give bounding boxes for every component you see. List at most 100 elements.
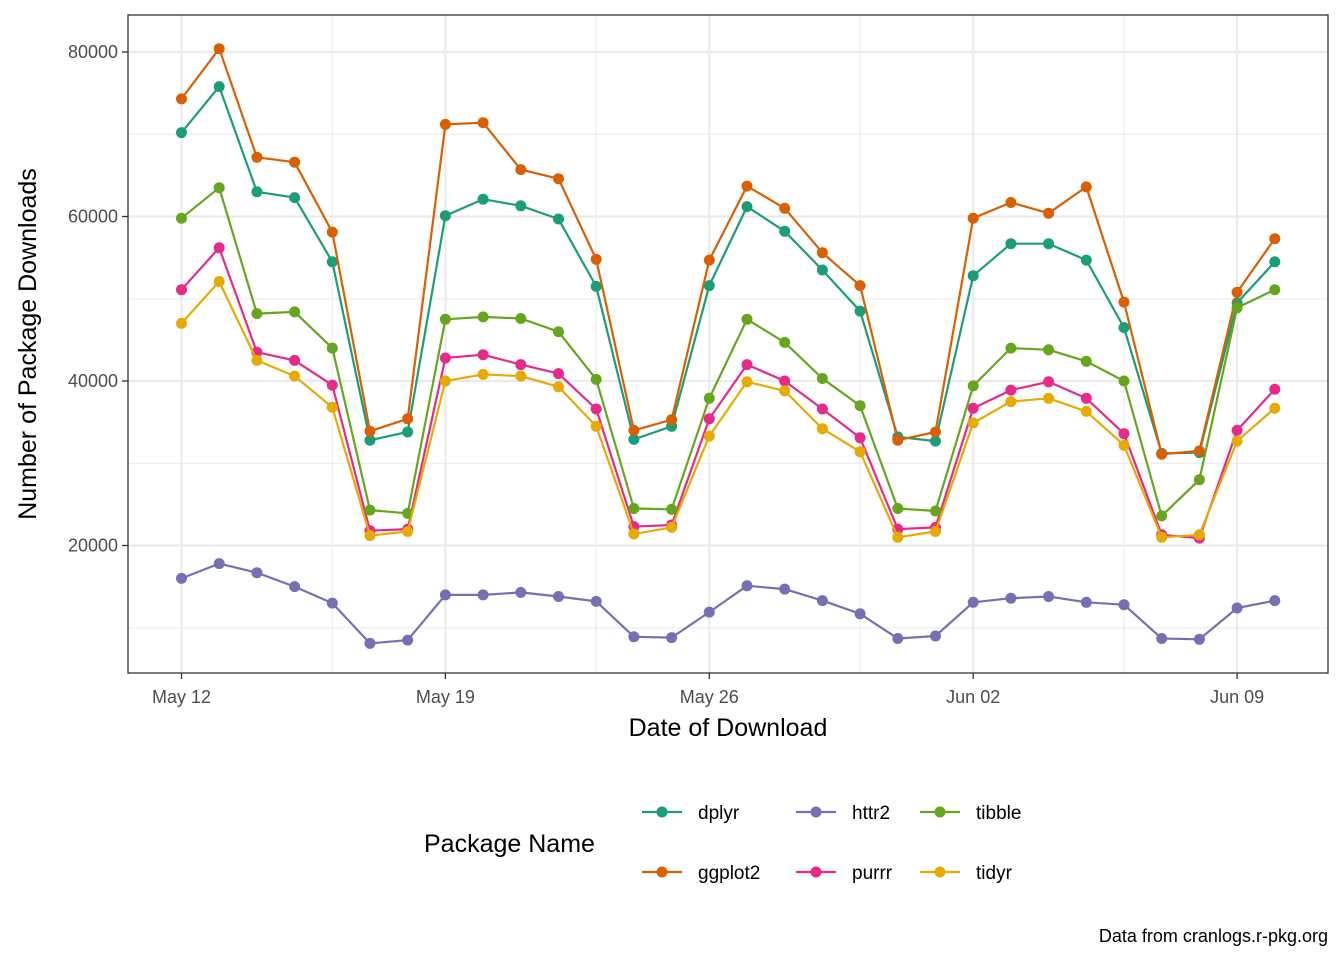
- data-point-dplyr: [1269, 256, 1281, 268]
- data-point-purrr: [477, 349, 489, 361]
- data-point-dplyr: [628, 433, 640, 445]
- data-point-ggplot2: [364, 425, 376, 437]
- x-tick-label: Jun 09: [1210, 687, 1264, 707]
- data-point-ggplot2: [628, 424, 640, 436]
- data-point-ggplot2: [1231, 286, 1243, 298]
- data-point-ggplot2: [854, 280, 866, 292]
- y-tick-label: 80000: [68, 42, 118, 62]
- data-point-dplyr: [251, 186, 263, 198]
- x-tick-label: May 19: [416, 687, 475, 707]
- data-point-tibble: [816, 373, 828, 384]
- series-layer: [176, 43, 1281, 649]
- data-point-httr2: [892, 633, 904, 644]
- data-point-tibble: [703, 392, 715, 404]
- data-point-tibble: [326, 342, 338, 354]
- data-point-tibble: [666, 503, 678, 515]
- data-point-dplyr: [326, 256, 338, 268]
- data-point-tidyr: [439, 375, 451, 387]
- data-point-httr2: [289, 581, 301, 593]
- data-point-tidyr: [289, 370, 301, 382]
- data-point-httr2: [854, 608, 866, 620]
- data-point-httr2: [1005, 592, 1017, 604]
- series-httr2: [176, 558, 1281, 649]
- data-point-tidyr: [816, 423, 828, 435]
- data-point-tidyr: [741, 376, 753, 388]
- data-point-tibble: [967, 380, 979, 392]
- data-point-tibble: [854, 400, 866, 412]
- plot-panel-border: [127, 14, 1329, 674]
- x-axis-title: Date of Download: [629, 714, 828, 742]
- data-point-tibble: [1231, 302, 1243, 314]
- data-point-tidyr: [590, 420, 602, 432]
- data-point-purrr: [289, 354, 301, 366]
- data-point-tidyr: [553, 381, 564, 393]
- data-point-ggplot2: [439, 118, 451, 130]
- data-point-purrr: [553, 368, 564, 380]
- data-point-ggplot2: [779, 202, 791, 214]
- y-axis-title: Number of Package Downloads: [14, 168, 42, 520]
- data-point-dplyr: [176, 127, 187, 139]
- data-point-httr2: [515, 586, 527, 598]
- data-point-tibble: [741, 313, 753, 325]
- data-point-dplyr: [1043, 238, 1055, 250]
- data-point-purrr: [213, 242, 225, 254]
- legend: Package Name dplyr ggplot2 httr2 purrr tibbl…: [424, 803, 1021, 884]
- data-point-tibble: [628, 503, 640, 514]
- data-point-tidyr: [854, 446, 866, 458]
- data-point-dplyr: [967, 270, 979, 282]
- series-tibble: [176, 182, 1281, 522]
- data-point-httr2: [364, 637, 376, 649]
- data-source-caption: Data from cranlogs.r-pkg.org: [1099, 926, 1328, 946]
- data-point-httr2: [666, 632, 678, 644]
- data-point-dplyr: [590, 280, 602, 292]
- data-point-dplyr: [289, 192, 301, 204]
- data-point-dplyr: [402, 426, 414, 438]
- data-point-ggplot2: [892, 434, 904, 446]
- data-point-tibble: [892, 503, 904, 514]
- data-point-tidyr: [666, 521, 678, 533]
- data-point-ggplot2: [1043, 207, 1055, 219]
- data-point-tibble: [1269, 284, 1281, 296]
- data-point-dplyr: [553, 213, 564, 225]
- data-point-dplyr: [816, 264, 828, 276]
- data-point-tidyr: [628, 528, 640, 540]
- data-point-ggplot2: [1118, 296, 1130, 308]
- data-point-httr2: [213, 558, 225, 570]
- data-point-tibble: [1005, 342, 1017, 354]
- y-tick-label: 60000: [68, 207, 118, 227]
- data-point-purrr: [590, 403, 602, 415]
- y-axis: 20000 40000 60000 80000: [68, 42, 128, 556]
- data-point-tidyr: [364, 530, 376, 542]
- data-point-httr2: [816, 595, 828, 607]
- data-point-dplyr: [854, 305, 866, 317]
- data-point-purrr: [176, 284, 187, 296]
- x-tick-label: May 26: [680, 687, 739, 707]
- data-point-purrr: [326, 379, 338, 391]
- data-point-dplyr: [515, 200, 527, 212]
- data-point-tidyr: [1005, 396, 1017, 408]
- legend-item-httr2: httr2: [796, 803, 890, 824]
- data-point-tibble: [364, 504, 376, 516]
- data-point-tidyr: [515, 370, 527, 382]
- legend-title: Package Name: [424, 830, 595, 858]
- data-point-ggplot2: [213, 43, 225, 55]
- legend-label: ggplot2: [698, 863, 760, 884]
- data-point-tibble: [1156, 510, 1168, 522]
- y-tick-label: 40000: [68, 371, 118, 391]
- data-point-httr2: [1043, 591, 1055, 602]
- series-line-tidyr: [180, 280, 1276, 539]
- data-point-httr2: [1269, 595, 1281, 607]
- data-point-httr2: [779, 583, 791, 595]
- data-point-purrr: [1080, 392, 1092, 404]
- data-point-tidyr: [967, 417, 979, 429]
- data-point-tibble: [1193, 474, 1205, 486]
- data-point-purrr: [1043, 376, 1055, 388]
- series-purrr: [176, 242, 1281, 544]
- y-tick-label: 20000: [68, 536, 118, 556]
- data-point-dplyr: [439, 210, 451, 222]
- data-point-ggplot2: [1080, 181, 1092, 193]
- legend-label: purrr: [852, 863, 893, 884]
- data-point-httr2: [741, 580, 753, 592]
- legend-key-point: [810, 866, 822, 878]
- data-point-httr2: [326, 597, 338, 609]
